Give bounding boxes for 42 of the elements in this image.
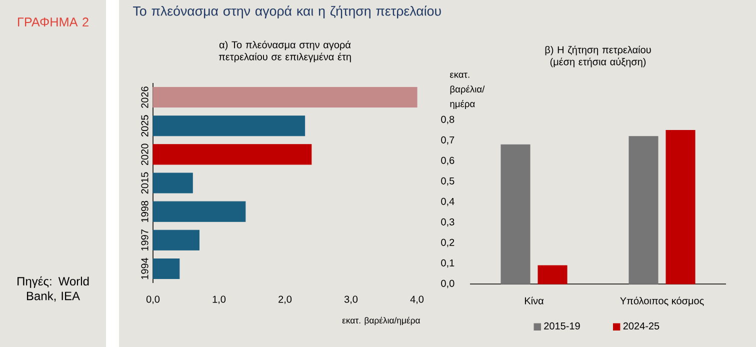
y-tick-label: 2020 (141, 144, 148, 166)
x-tick-label: 3,0 (344, 296, 358, 304)
y-tick-label: 0,7 (441, 136, 454, 145)
y-tick-label: 1994 (141, 258, 148, 280)
y-tick-label: 2015 (141, 172, 148, 194)
y-tick-label: 0,4 (441, 198, 454, 206)
text: ΓΡΑΦΗΜΑ 2 (18, 18, 88, 26)
bar (152, 258, 180, 279)
x-tick-label: 1,0 (212, 296, 226, 304)
chart-title: α) Το πλεόνασμα στην αγορά πετρελαίου σε επιλεγμένα έτη (218, 40, 351, 62)
bar (152, 201, 246, 222)
x-tick-label: Υπόλοιπος κόσμος (620, 296, 704, 306)
bar (152, 230, 200, 250)
bar (152, 116, 306, 136)
y-tick-label: 1997 (141, 230, 148, 251)
legend-label: 2015-19 (544, 322, 580, 330)
y-tick-label: 0,2 (441, 238, 454, 248)
legend-label: 2024-25 (623, 322, 660, 330)
x-axis-title: εκατ. βαρέλια/ημέρα (342, 316, 420, 326)
x-tick-label: Κίνα (524, 296, 544, 304)
bar (666, 130, 696, 284)
bar (538, 265, 568, 284)
y-tick-label: 0,6 (441, 156, 454, 166)
y-tick-label: 0,1 (441, 259, 454, 268)
y-tick-label: 2026 (141, 86, 148, 108)
bar (152, 144, 312, 165)
text: Πηγές: World Bank, IEA (18, 276, 89, 302)
bar (152, 172, 193, 194)
x-tick-label: 2,0 (278, 296, 292, 304)
y-tick-label: 0,8 (441, 116, 454, 124)
y-tick-label: 0,5 (441, 177, 454, 186)
text: Το πλεόνασμα στην αγορά και η ζήτηση πετρελαίου (133, 6, 441, 18)
x-tick-label: 4,0 (410, 296, 424, 304)
y-tick-label: 0,3 (441, 218, 454, 227)
y-axis-title: εκατ. βαρέλια/ ημέρα (450, 72, 485, 110)
bar (500, 144, 530, 284)
y-tick-label: 0,0 (441, 280, 454, 288)
bar (152, 87, 418, 108)
chart-title: β) Η ζήτηση πετρελαίου (μέση ετήσια αύξηση) (545, 46, 651, 68)
bar (628, 136, 658, 284)
y-tick-label: 2025 (141, 115, 148, 136)
y-tick-label: 1998 (141, 200, 148, 222)
